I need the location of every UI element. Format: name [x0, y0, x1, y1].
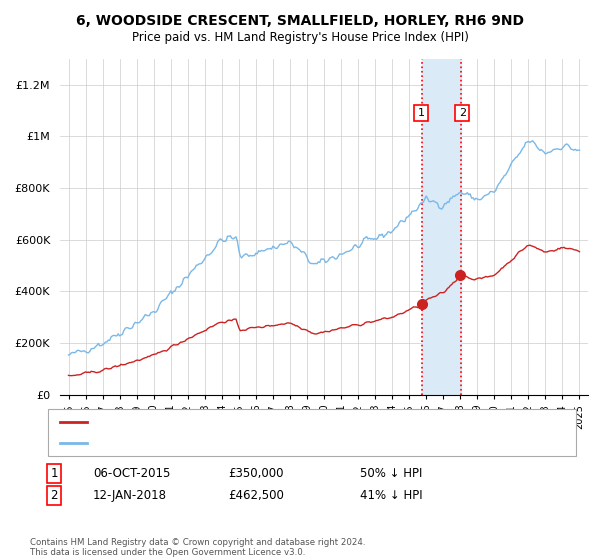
Text: 1: 1	[418, 108, 424, 118]
Bar	[422, 59, 461, 395]
Text: Price paid vs. HM Land Registry's House Price Index (HPI): Price paid vs. HM Land Registry's House …	[131, 31, 469, 44]
Text: 1: 1	[50, 466, 58, 480]
Text: Contains HM Land Registry data © Crown copyright and database right 2024.
This d: Contains HM Land Registry data © Crown c…	[30, 538, 365, 557]
Text: 41% ↓ HPI: 41% ↓ HPI	[360, 489, 422, 502]
Text: 12-JAN-2018: 12-JAN-2018	[93, 489, 167, 502]
Text: £350,000: £350,000	[228, 466, 284, 480]
Text: 2: 2	[459, 108, 466, 118]
Text: 6, WOODSIDE CRESCENT, SMALLFIELD, HORLEY, RH6 9ND: 6, WOODSIDE CRESCENT, SMALLFIELD, HORLEY…	[76, 14, 524, 28]
Text: 6, WOODSIDE CRESCENT, SMALLFIELD, HORLEY, RH6 9ND (detached house): 6, WOODSIDE CRESCENT, SMALLFIELD, HORLEY…	[93, 417, 491, 427]
Text: 2: 2	[50, 489, 58, 502]
Text: HPI: Average price, detached house, Tandridge: HPI: Average price, detached house, Tand…	[93, 438, 337, 448]
Text: 50% ↓ HPI: 50% ↓ HPI	[360, 466, 422, 480]
Text: 06-OCT-2015: 06-OCT-2015	[93, 466, 170, 480]
Text: £462,500: £462,500	[228, 489, 284, 502]
